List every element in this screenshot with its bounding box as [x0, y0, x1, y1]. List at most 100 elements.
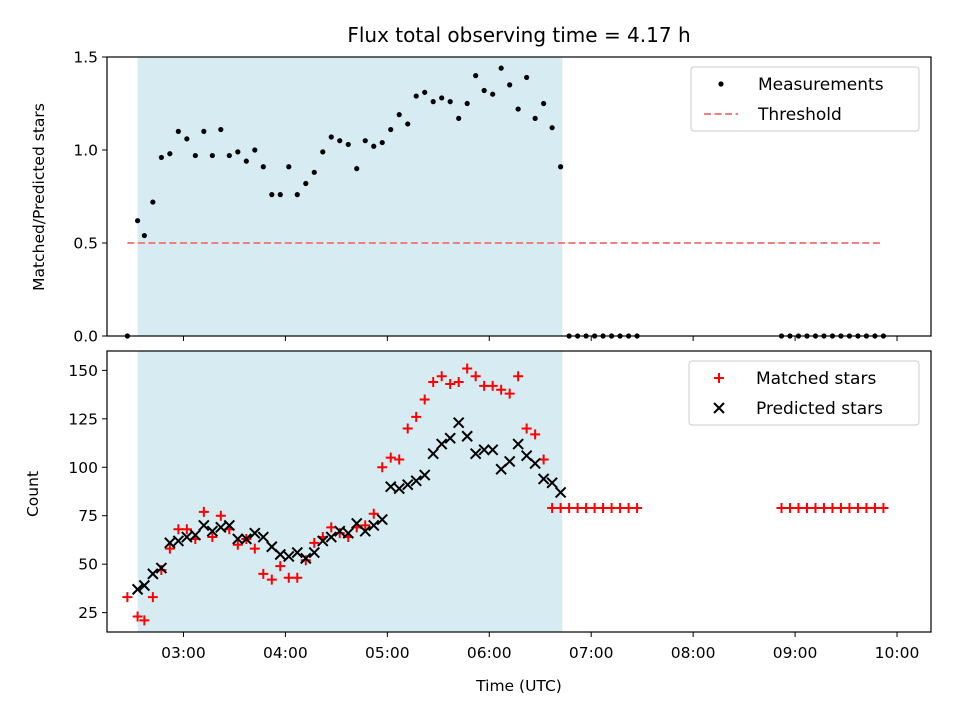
predicted-star-point [452, 416, 465, 429]
predicted-star-point [172, 535, 185, 547]
chart-title: Flux total observing time = 4.17 h [347, 23, 690, 47]
measurement-point [541, 100, 547, 107]
bottom-y-tick-label: 75 [78, 507, 98, 525]
predicted-star-point [469, 448, 482, 460]
matched-star-point [368, 508, 379, 519]
predicted-star-point [291, 546, 303, 559]
legend-label: Predicted stars [756, 399, 883, 419]
matched-star-point [147, 592, 158, 603]
matched-star-point [309, 537, 320, 548]
measurement-point [277, 192, 283, 198]
matched-star-point [292, 572, 303, 583]
measurement-point [447, 99, 453, 105]
measurement-point [218, 126, 224, 133]
bottom-panel: 25 50 75 100 125 150 03:00 04:00 05:00 06:00 07:00… [68, 350, 932, 662]
predicted-star-point [155, 562, 168, 574]
x-tick-label: 09:00 [773, 644, 818, 662]
measurement-point [345, 141, 351, 148]
top-legend-box [690, 66, 920, 132]
measurement-point [422, 89, 428, 95]
bottom-y-tick-label: 50 [78, 556, 98, 574]
x-axis-label: Time (UTC) [475, 677, 562, 695]
bottom-axes-frame [106, 350, 932, 633]
predicted-star-point [376, 513, 388, 526]
predicted-star-point [249, 527, 261, 539]
predicted-star-point [512, 438, 524, 450]
predicted-star-point [410, 475, 422, 487]
matched-star-point [869, 502, 880, 513]
predicted-star-point [257, 531, 270, 543]
x-tick-label: 03:00 [161, 644, 206, 662]
matched-star-point [258, 568, 269, 579]
bottom-y-axis-label: Count [24, 471, 42, 517]
matched-star-point [598, 502, 609, 513]
predicted-star-point [274, 548, 287, 561]
measurement-point [311, 169, 317, 175]
measurement-point [464, 100, 470, 107]
predicted-star-point [325, 531, 337, 543]
matched-star-point [436, 371, 447, 382]
predicted-star-point [215, 521, 227, 534]
bottom-y-tick-label: 150 [68, 362, 98, 380]
measurement-point [269, 192, 275, 198]
measurement-point [150, 199, 156, 205]
matched-star-point [861, 502, 872, 513]
predicted-star-point [503, 455, 516, 468]
top-legend: Measurements Threshold [690, 66, 920, 132]
matched-star-point [207, 532, 218, 543]
matched-star-point [360, 520, 371, 531]
predicted-star-point [546, 477, 558, 489]
x-tick-label: 10:00 [875, 644, 920, 662]
predicted-star-point [300, 552, 312, 565]
legend-label: Measurements [758, 75, 884, 95]
measurement-point [260, 164, 266, 170]
predicted-star-point [308, 546, 320, 559]
matched-star-point [589, 502, 600, 513]
predicted-star-point [147, 568, 159, 580]
legend-measurements-marker [718, 81, 724, 87]
top-y-tick-label: 1.5 [73, 49, 98, 67]
matched-star-point [215, 510, 226, 521]
measurement-point [481, 87, 487, 94]
matched-star-point [623, 502, 634, 513]
predicted-star-point [131, 583, 144, 596]
matched-star-point [139, 615, 150, 626]
measurement-point [396, 112, 402, 118]
matched-star-point [266, 574, 277, 585]
matched-star-point [249, 543, 260, 554]
predicted-star-point [486, 444, 499, 456]
measurement-point [549, 125, 555, 131]
bottom-legend: Matched stars Predicted stars [688, 360, 920, 426]
x-tick-label: 08:00 [671, 644, 716, 662]
predicted-star-point [317, 535, 329, 547]
matched-star-point [470, 371, 481, 382]
x-tick-label: 07:00 [569, 644, 614, 662]
measurement-point [532, 115, 538, 121]
predicted-star-point [198, 519, 210, 532]
matched-star-point [487, 380, 498, 391]
matched-star-point [547, 502, 558, 513]
matched-star-point [428, 377, 439, 388]
measurement-point [192, 152, 198, 159]
predicted-star-point [444, 432, 456, 444]
matched-star-point [402, 423, 413, 434]
measurement-point [252, 147, 258, 153]
measurement-point [388, 126, 394, 133]
bottom-legend-box [688, 360, 920, 426]
top-y-tick-label: 0.0 [73, 328, 98, 346]
matched-star-point [283, 572, 294, 583]
measurement-point [303, 180, 309, 187]
bottom-y-tick-label: 100 [68, 459, 98, 477]
matched-star-point [394, 454, 405, 465]
measurement-point [235, 149, 241, 155]
measurement-point [184, 136, 190, 142]
matched-star-point [564, 502, 575, 513]
matched-star-point [462, 363, 473, 374]
predicted-star-point [206, 525, 219, 537]
matched-star-point [275, 561, 286, 572]
predicted-star-point [368, 519, 380, 532]
measurement-point [371, 143, 377, 149]
predicted-star-point [393, 482, 405, 495]
matched-star-point [818, 502, 829, 513]
